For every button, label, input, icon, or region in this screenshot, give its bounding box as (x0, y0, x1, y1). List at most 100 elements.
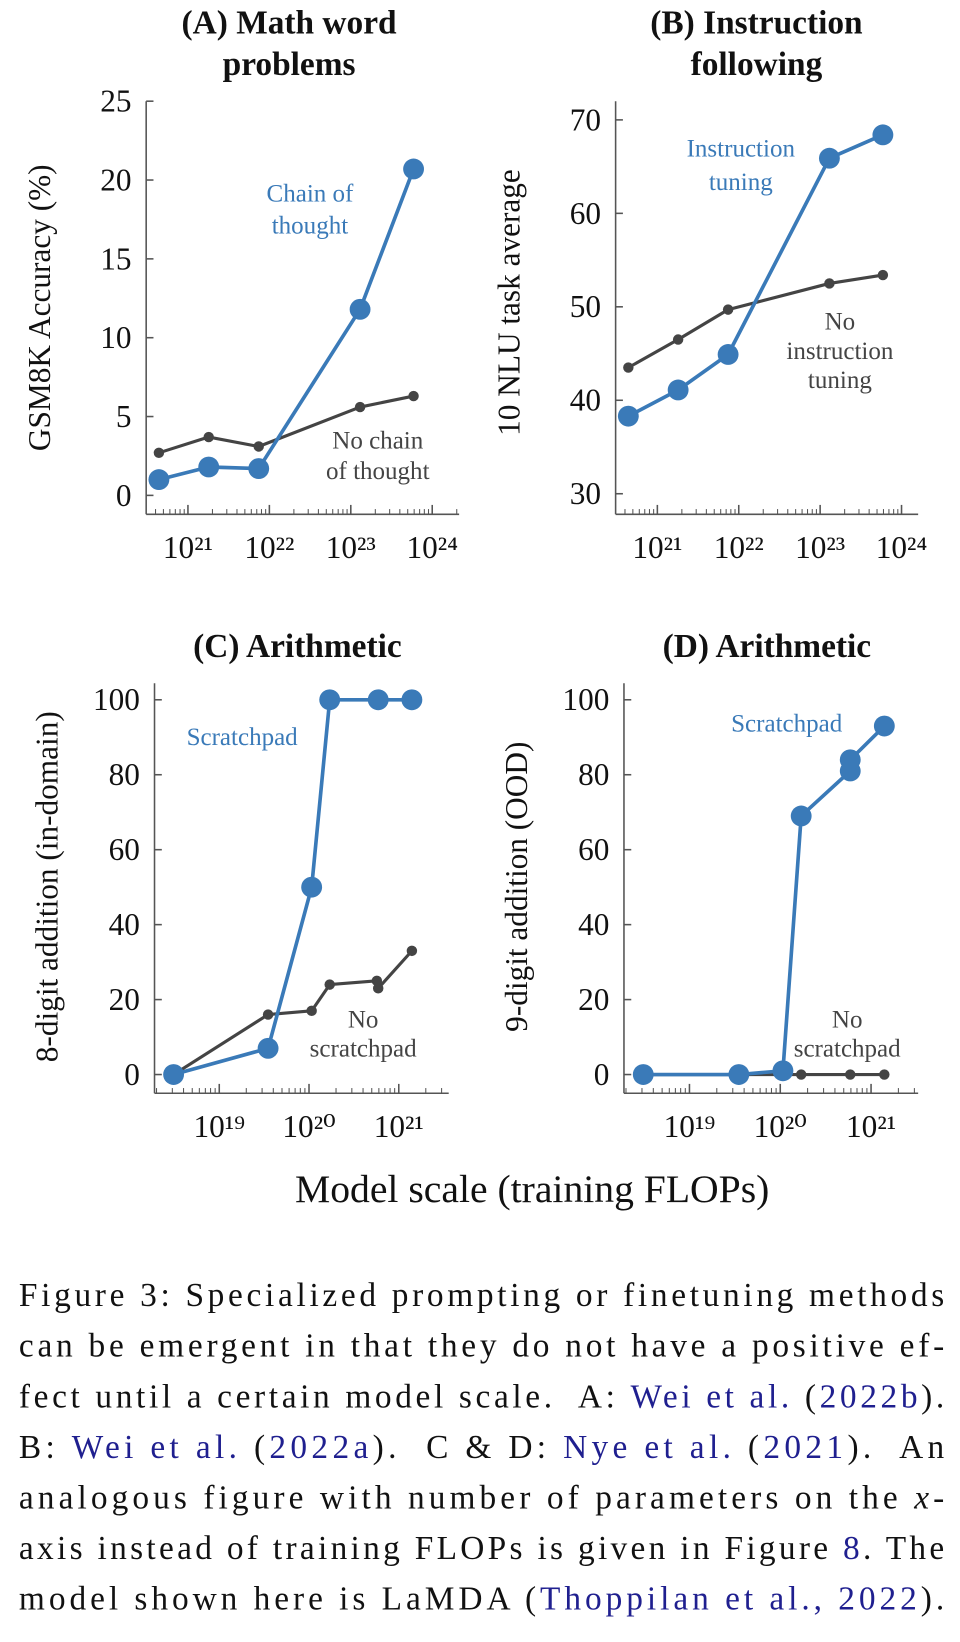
y-tick-label: 30 (570, 476, 601, 511)
data-point (667, 379, 689, 401)
series-annotation: Chain of (267, 180, 355, 207)
data-point (301, 876, 323, 898)
chart-title: (D) Arithmetic (663, 628, 872, 665)
caption-line: fect until a certain model scale. A: Wei… (19, 1378, 944, 1415)
x-tick-label: 10²⁰ (754, 1109, 807, 1144)
y-axis-label: GSM8K Accuracy (%) (22, 164, 57, 451)
caption-text: ). (921, 1581, 944, 1618)
data-point (845, 1069, 856, 1080)
caption-text: ( (735, 1429, 759, 1466)
caption-text: Figure 3: Specialized prompting or finet… (19, 1277, 944, 1314)
y-tick-label: 5 (116, 399, 132, 434)
chart-title: problems (223, 46, 356, 83)
y-tick-label: 0 (116, 478, 132, 513)
data-point (790, 805, 812, 827)
data-point (672, 334, 684, 345)
caption-text: x (913, 1479, 929, 1516)
caption-link: Wei et al. (72, 1429, 237, 1466)
data-point (728, 1064, 750, 1085)
x-axis-label: Model scale (training FLOPs) (295, 1167, 769, 1211)
x-tick-label: 10²² (714, 530, 764, 565)
data-point (367, 689, 389, 711)
x-tick-label: 10¹⁹ (193, 1109, 245, 1144)
y-tick-label: 60 (109, 832, 140, 867)
data-point (722, 304, 734, 315)
y-tick-label: 10 (100, 320, 131, 355)
series-annotation: Scratchpad (731, 710, 843, 737)
data-point (873, 715, 895, 737)
series-annotation: No (832, 1007, 863, 1034)
y-tick-label: 40 (578, 907, 609, 942)
caption-line: Figure 3: Specialized prompting or finet… (19, 1277, 944, 1314)
caption-text: ). An (847, 1429, 944, 1466)
x-tick-label: 10²¹ (163, 530, 213, 565)
x-tick-label: 10²² (244, 530, 294, 565)
x-tick-label: 10²³ (326, 530, 376, 565)
series-annotation: of thought (326, 458, 430, 485)
y-tick-label: 50 (570, 289, 601, 324)
series-annotation: No (348, 1007, 379, 1034)
caption-text: ( (793, 1378, 816, 1415)
caption-link: 2022a (269, 1429, 368, 1466)
data-point (324, 979, 335, 990)
data-point (148, 469, 170, 491)
x-tick-label: 10²¹ (374, 1109, 424, 1144)
data-point (253, 441, 264, 452)
caption-link: 2021 (763, 1429, 843, 1466)
data-point (203, 431, 214, 443)
x-tick-label: 10²¹ (846, 1109, 896, 1144)
y-axis-label: 10 NLU task average (492, 169, 527, 436)
series-annotation: scratchpad (310, 1036, 417, 1063)
y-tick-label: 0 (124, 1057, 140, 1092)
chart-title: following (691, 46, 823, 83)
x-tick-label: 10¹⁹ (664, 1109, 716, 1144)
caption-link: Nye et al. (563, 1429, 731, 1466)
data-point (153, 447, 165, 459)
series-annotation: Scratchpad (187, 724, 299, 751)
data-point (879, 1069, 890, 1080)
caption-text: fect until a certain model scale. A: (19, 1378, 627, 1415)
y-tick-label: 40 (109, 907, 140, 942)
caption-link: 2022b (820, 1378, 918, 1415)
data-point (772, 1060, 794, 1082)
caption-text: ( (241, 1429, 265, 1466)
y-tick-label: 70 (570, 102, 601, 137)
y-axis-label: 9-digit addition (OOD) (499, 742, 534, 1032)
x-tick-label: 10²⁰ (282, 1109, 335, 1144)
chart-title: (A) Math word (182, 4, 397, 41)
data-point (403, 158, 425, 180)
x-tick-label: 10²¹ (632, 530, 682, 565)
data-point (401, 689, 423, 711)
caption-link: Wei et al. (630, 1378, 789, 1415)
data-point (198, 456, 220, 478)
data-point (306, 1005, 317, 1017)
y-tick-label: 20 (100, 162, 131, 197)
series-annotation: tuning (808, 367, 872, 394)
data-point (319, 689, 341, 711)
y-tick-label: 15 (100, 241, 131, 276)
series-annotation: thought (272, 213, 348, 240)
data-point (824, 278, 835, 289)
data-point (349, 298, 371, 320)
y-axis-label: 8-digit addition (in-domain) (30, 711, 65, 1062)
data-point (372, 983, 384, 994)
y-tick-label: 20 (578, 982, 609, 1017)
caption-link: Thoppilan et al., 2022 (540, 1581, 917, 1618)
chart-title: (C) Arithmetic (193, 628, 402, 665)
data-point (818, 147, 840, 169)
x-tick-label: 10²³ (795, 530, 845, 565)
caption-text: ). C & D: (373, 1429, 559, 1466)
series-annotation: No chain (332, 428, 423, 455)
series-annotation: instruction (786, 338, 893, 365)
y-tick-label: 100 (93, 682, 140, 717)
caption-text: ). (921, 1378, 944, 1415)
x-tick-label: 10²⁴ (406, 530, 458, 565)
y-tick-label: 20 (109, 982, 140, 1017)
caption-link: 8 (843, 1530, 860, 1567)
data-point (163, 1064, 185, 1085)
data-point (406, 945, 418, 957)
data-point (617, 405, 639, 427)
data-point (872, 124, 894, 146)
caption-text: can be emergent in that they do not have… (19, 1328, 944, 1365)
